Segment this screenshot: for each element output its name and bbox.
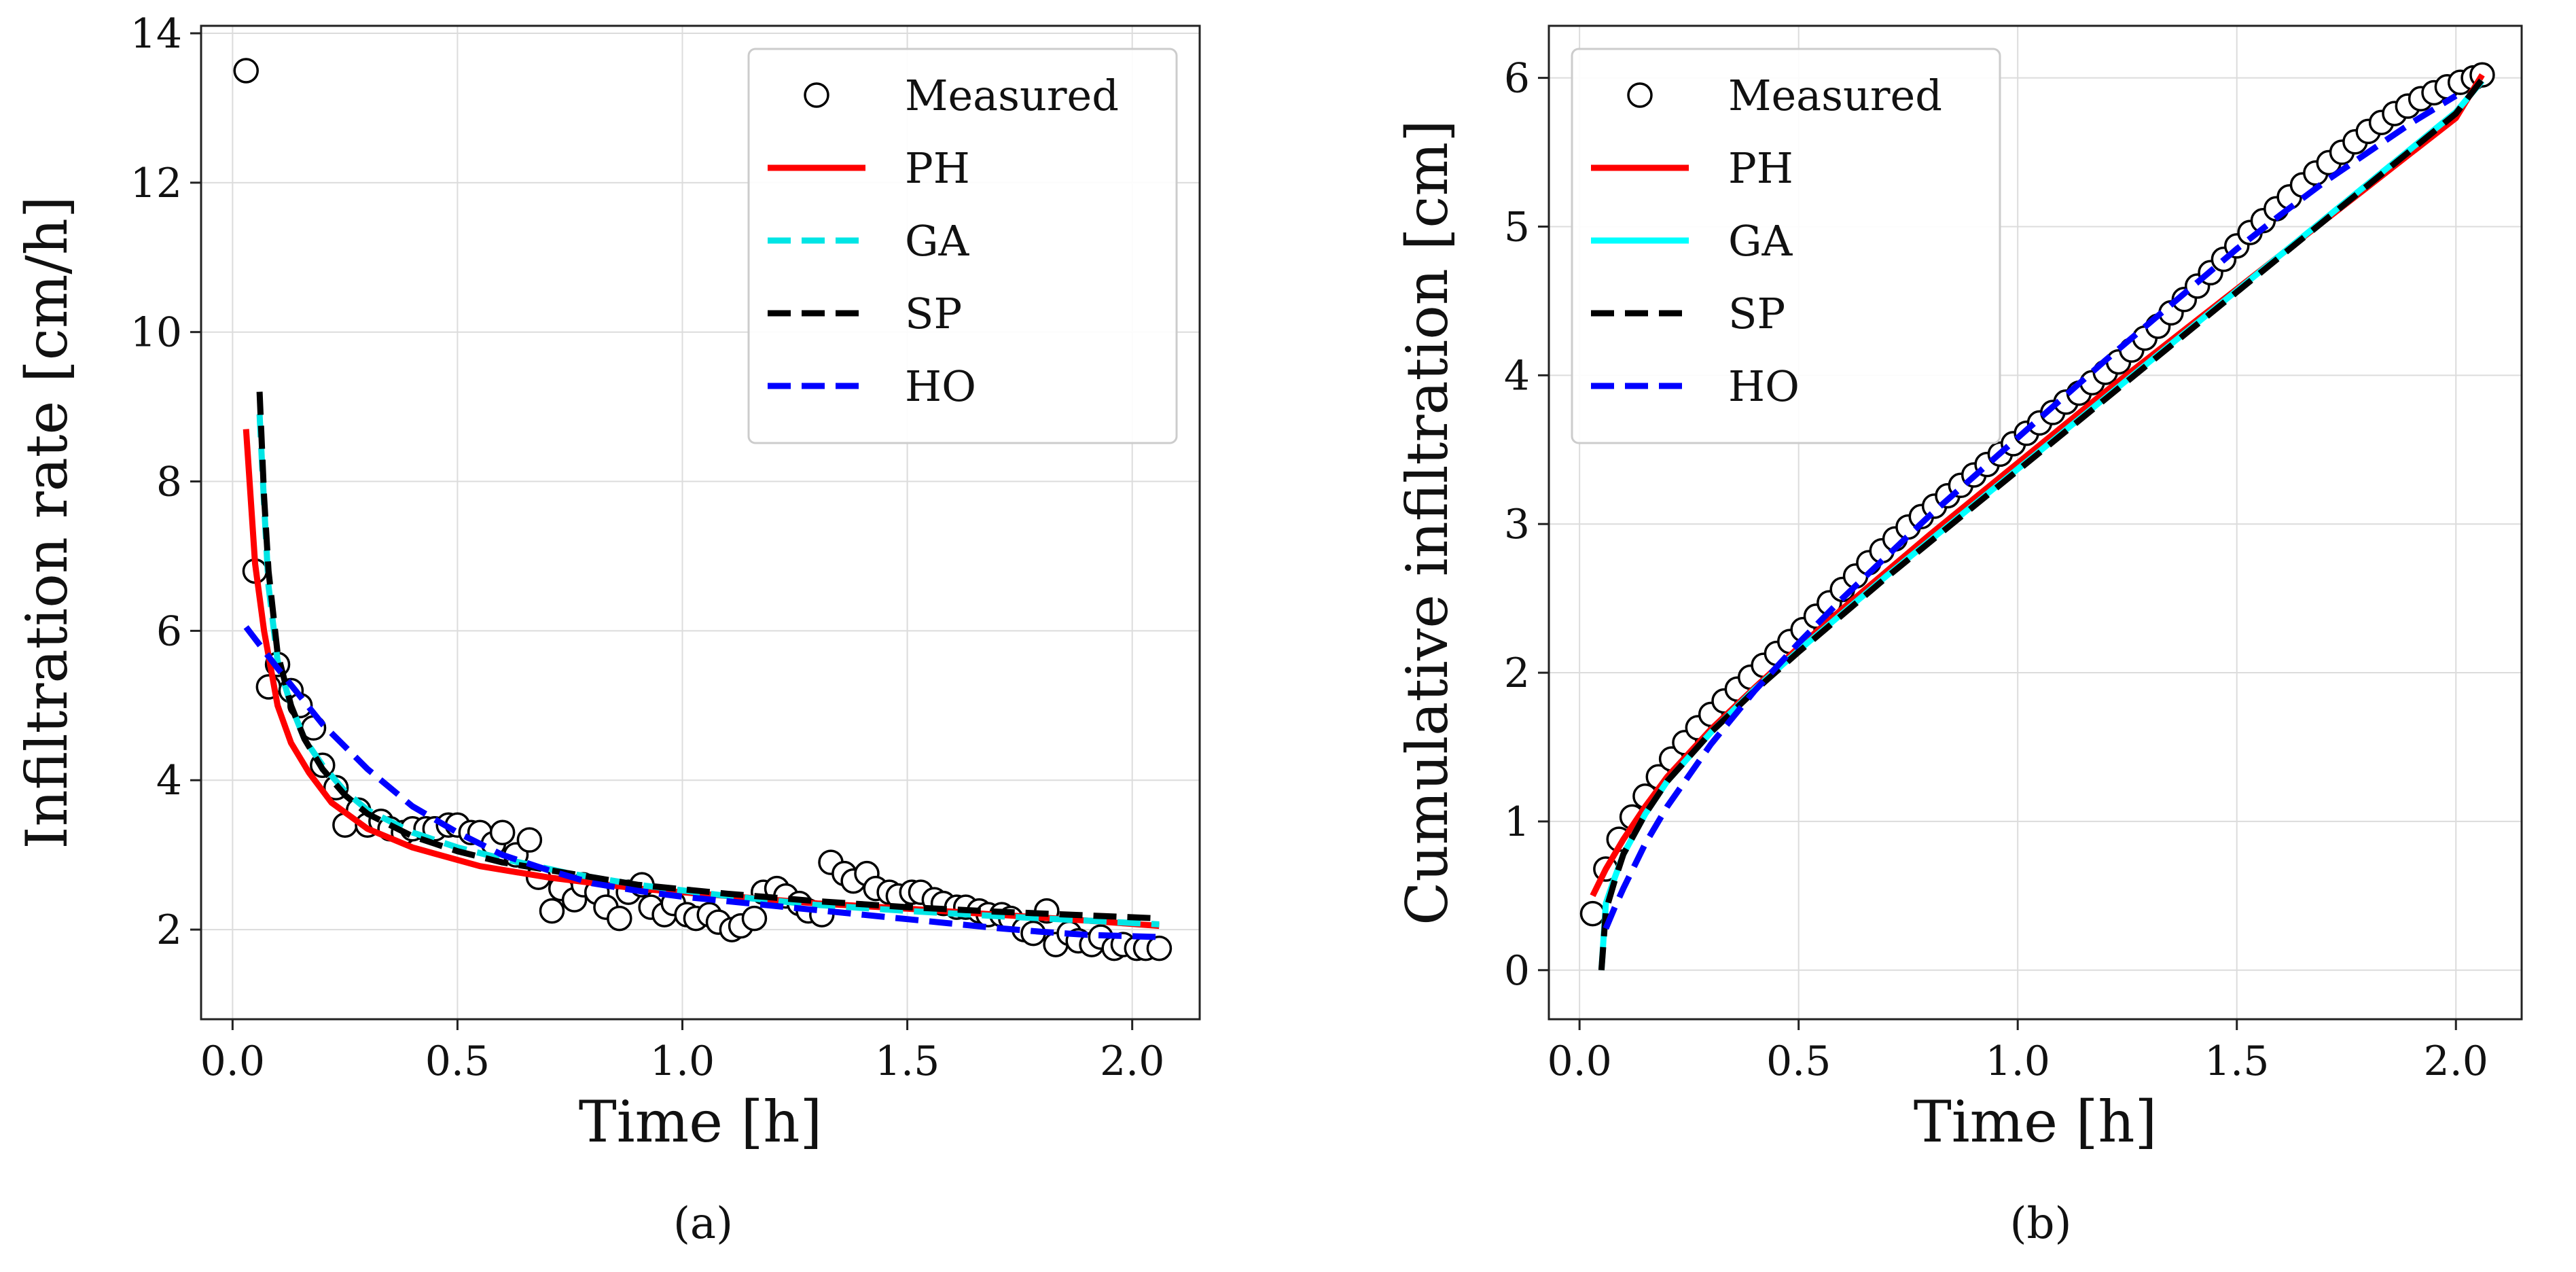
measured-point — [741, 905, 768, 932]
y-tick-label: 2 — [1504, 650, 1530, 697]
measured-point — [516, 827, 543, 853]
series-line-ho — [1603, 93, 2458, 930]
x-tick-label: 0.0 — [200, 1038, 265, 1085]
measured-point — [1146, 935, 1173, 961]
x-tick-label: 0.0 — [1547, 1038, 1611, 1085]
x-tick-label: 0.5 — [425, 1038, 490, 1085]
series-line-sp — [1598, 77, 2485, 971]
x-axis-label: Time [h] — [579, 1089, 823, 1155]
series-line-ph — [243, 429, 1160, 930]
axes: 0.0 0.5 1.0 1.5 2.0 2 4 6 8 10 12 14 Time [h] Infiltr… — [14, 10, 1164, 1155]
measured-point — [607, 905, 632, 932]
y-tick-label: 10 — [130, 309, 182, 357]
y-tick-label: 12 — [130, 160, 182, 207]
y-tick-label: 8 — [156, 459, 182, 506]
legend-marker-measured — [1627, 82, 1653, 108]
series-line-ho — [243, 625, 1160, 940]
y-axis-label: Cumulative infiltration [cm] — [1394, 120, 1461, 925]
plot-area — [1579, 62, 2495, 971]
legend-label-measured: Measured — [905, 71, 1119, 120]
y-tick-label: 3 — [1504, 501, 1530, 548]
panel-b-cumulative-infiltration: 0.0 0.5 1.0 1.5 2.0 0 1 2 3 4 5 6 Time [h] Cumulative… — [1394, 24, 2523, 1155]
legend-label-ho: HO — [1728, 361, 1800, 411]
x-tick-label: 0.5 — [1766, 1038, 1831, 1085]
legend-label-sp: SP — [1728, 289, 1785, 338]
series-line-sp — [256, 391, 1160, 922]
legend-label-ga: GA — [1728, 216, 1793, 266]
legend: Measured PH GA SP HO — [747, 48, 1178, 444]
legend-label-ph: PH — [1728, 143, 1793, 193]
legend-marker-measured — [804, 82, 829, 108]
legend-label-ph: PH — [905, 143, 970, 193]
y-tick-label: 5 — [1504, 203, 1530, 251]
plot-area — [233, 58, 1173, 961]
measured-point — [489, 819, 516, 845]
legend-label-ho: HO — [905, 361, 976, 411]
legend-label-measured: Measured — [1728, 71, 1942, 120]
axes: 0.0 0.5 1.0 1.5 2.0 0 1 2 3 4 5 6 Time [h] Cumulative… — [1394, 55, 2488, 1155]
y-tick-label: 1 — [1504, 798, 1530, 846]
y-axis-label: Infiltration rate [cm/h] — [14, 196, 80, 849]
y-tick-label: 4 — [1504, 352, 1530, 400]
x-axis-label: Time [h] — [1914, 1089, 2158, 1155]
y-tick-label: 4 — [156, 757, 182, 805]
y-tick-label: 6 — [156, 607, 182, 655]
caption-a: (a) — [673, 1199, 733, 1249]
caption-b: (b) — [2010, 1199, 2072, 1249]
legend-label-sp: SP — [905, 289, 962, 338]
legend-box — [1571, 48, 2001, 444]
measured-point — [539, 898, 565, 924]
legend: Measured PH GA SP HO — [1571, 48, 2001, 444]
series-line-ga — [256, 414, 1160, 928]
x-tick-label: 1.5 — [875, 1038, 940, 1085]
plot-frame — [1548, 24, 2523, 1021]
measured-point — [233, 58, 259, 84]
panel-a-infiltration-rate: 0.0 0.5 1.0 1.5 2.0 2 4 6 8 10 12 14 Time [h] Infiltr… — [14, 10, 1201, 1155]
y-tick-label: 0 — [1504, 947, 1530, 995]
y-tick-label: 14 — [130, 10, 182, 58]
x-tick-label: 1.0 — [650, 1038, 715, 1085]
legend-label-ga: GA — [905, 216, 970, 266]
y-tick-label: 2 — [156, 906, 182, 954]
plot-frame — [200, 24, 1201, 1021]
x-tick-label: 2.0 — [1100, 1038, 1164, 1085]
measured-point — [1579, 900, 1606, 927]
legend-box — [747, 48, 1178, 444]
y-tick-label: 6 — [1504, 55, 1530, 103]
x-tick-label: 1.5 — [2204, 1038, 2269, 1085]
x-tick-label: 1.0 — [1985, 1038, 2050, 1085]
x-tick-label: 2.0 — [2424, 1038, 2488, 1085]
